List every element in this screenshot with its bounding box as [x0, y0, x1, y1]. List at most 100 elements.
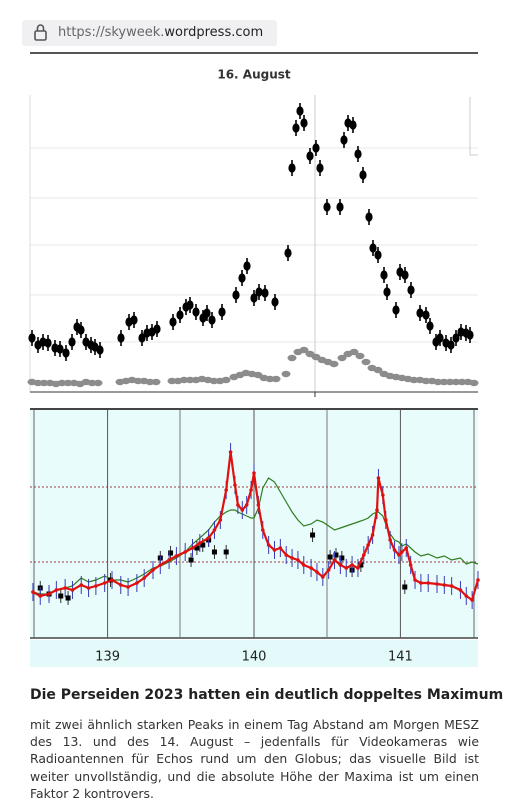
x-tick-label: 141 — [388, 650, 413, 665]
point — [44, 338, 52, 348]
url: https://skyweek.wordpress.com — [58, 25, 263, 40]
point — [62, 348, 70, 358]
point — [426, 581, 431, 585]
point — [31, 590, 35, 594]
panel-edge — [469, 97, 478, 156]
point — [65, 595, 71, 601]
point — [240, 508, 245, 512]
point — [255, 287, 263, 297]
point — [299, 346, 309, 354]
point — [243, 261, 251, 271]
point — [340, 135, 348, 145]
point — [211, 549, 217, 555]
point — [426, 321, 434, 331]
point — [416, 308, 424, 318]
article-heading: Die Perseiden 2023 hatten ein deutlich d… — [30, 687, 504, 703]
point — [260, 528, 265, 532]
point — [158, 563, 163, 567]
point — [449, 584, 454, 588]
point — [174, 554, 179, 558]
point — [356, 566, 360, 570]
point — [138, 333, 146, 343]
text-line: Faktor 2 kontrovers. — [30, 785, 154, 801]
point — [452, 333, 460, 343]
point — [56, 344, 64, 354]
point — [218, 518, 223, 522]
point — [117, 333, 125, 343]
point — [183, 550, 187, 554]
point — [192, 307, 200, 317]
point — [167, 558, 171, 562]
point — [359, 170, 367, 180]
point — [419, 581, 423, 585]
point — [228, 450, 233, 454]
x-tick-label: 140 — [242, 650, 267, 665]
point — [336, 202, 344, 212]
point — [77, 325, 85, 335]
point — [86, 586, 91, 590]
point — [212, 528, 217, 532]
point — [38, 594, 43, 598]
point — [381, 493, 385, 497]
point — [169, 317, 177, 327]
point — [79, 583, 84, 587]
point — [252, 471, 256, 475]
charts: 16. August 139 140 141 — [27, 52, 480, 667]
text-line: weiter unvollständig, und die absolute H… — [30, 768, 479, 784]
point — [126, 585, 130, 589]
point — [28, 333, 36, 343]
point — [332, 558, 337, 562]
point — [355, 352, 365, 360]
point — [284, 553, 289, 557]
point — [130, 315, 138, 325]
point — [194, 545, 200, 551]
point — [168, 550, 174, 556]
point — [284, 248, 292, 258]
point — [374, 250, 382, 260]
point — [232, 290, 240, 300]
point — [388, 538, 392, 542]
chart-title: 16. August — [217, 68, 291, 82]
point — [344, 566, 349, 570]
point — [349, 348, 359, 356]
point — [224, 488, 228, 492]
point — [309, 566, 313, 570]
point — [306, 151, 314, 161]
point — [404, 546, 409, 550]
point — [94, 584, 98, 588]
point — [206, 536, 211, 540]
point — [349, 120, 357, 130]
point — [281, 370, 291, 378]
point — [118, 583, 123, 587]
point — [96, 345, 104, 355]
point — [54, 588, 59, 592]
point — [316, 163, 324, 173]
point — [256, 503, 261, 507]
point — [466, 330, 474, 340]
point — [315, 570, 319, 574]
point — [326, 568, 331, 572]
point — [236, 503, 240, 507]
point — [470, 598, 474, 602]
point — [271, 297, 279, 307]
point — [338, 563, 343, 567]
address-bar[interactable]: https://skyweek.wordpress.com — [22, 20, 277, 46]
point — [47, 592, 51, 596]
article-text: mit zwei ähnlich starken Peaks in einem … — [30, 716, 479, 802]
point — [110, 578, 114, 582]
point — [93, 379, 103, 387]
point — [337, 354, 347, 362]
point — [287, 354, 297, 362]
point — [402, 584, 408, 590]
point — [373, 366, 383, 374]
point — [271, 375, 281, 383]
url-start: https://skyweek. — [58, 25, 165, 40]
point — [310, 532, 316, 538]
point — [458, 588, 463, 592]
point — [221, 376, 231, 384]
point — [362, 553, 366, 557]
point — [350, 563, 354, 567]
point — [375, 508, 379, 512]
point — [135, 581, 139, 585]
